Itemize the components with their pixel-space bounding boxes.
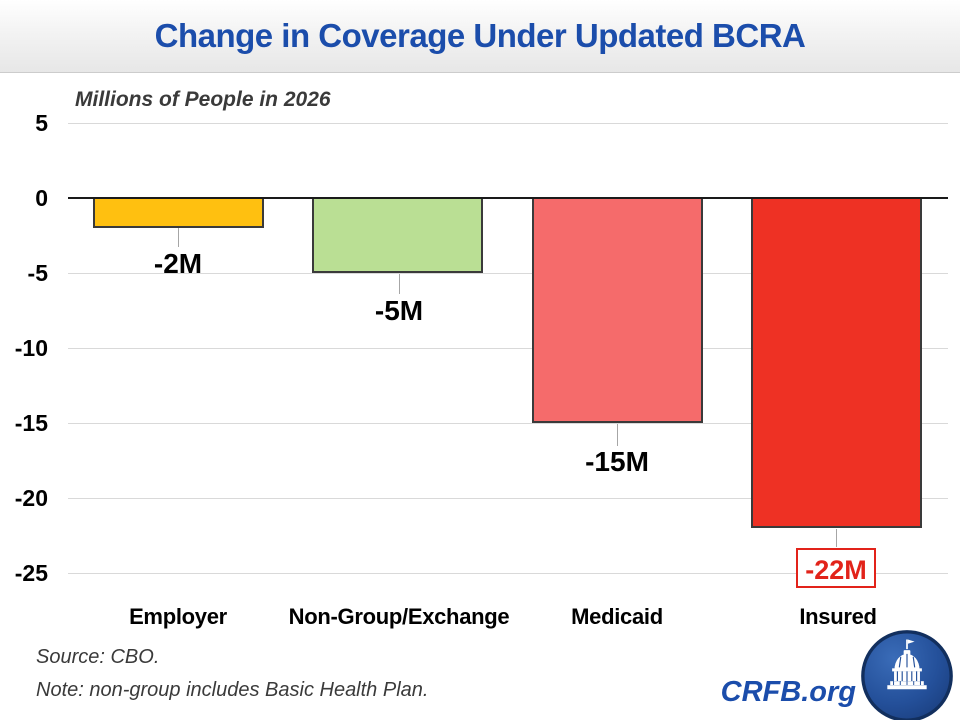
leader-line: [178, 228, 179, 247]
bar-medicaid: [532, 198, 703, 423]
y-tick-label: 0: [35, 185, 48, 211]
gridline-n10: [68, 348, 948, 349]
value-label-non-group: -5M: [374, 295, 424, 326]
chart-subtitle: Millions of People in 2026: [75, 88, 331, 111]
leader-line: [399, 274, 400, 294]
category-label-employer: Employer: [129, 604, 227, 629]
y-tick-label: -25: [14, 560, 48, 586]
y-tick-label: -10: [14, 335, 48, 361]
gridline-n20: [68, 498, 948, 499]
bar-non-group-exchange: [312, 198, 483, 273]
y-tick-label: 5: [35, 110, 48, 136]
leader-line: [617, 424, 618, 446]
gridline-n25: [68, 573, 948, 574]
title-band: Change in Coverage Under Updated BCRA: [0, 0, 960, 73]
category-label-non-group-exchange: Non-Group/Exchange: [288, 604, 510, 629]
note-line: Note: non-group includes Basic Health Pl…: [36, 679, 429, 701]
gridline-n15: [68, 423, 948, 424]
value-label-employer: -2M: [153, 248, 203, 279]
category-label-insured: Insured: [799, 604, 877, 629]
gridline-n5: [68, 273, 948, 274]
category-label-medicaid: Medicaid: [571, 604, 663, 629]
bar-employer: [93, 198, 264, 228]
zero-axis-line: [68, 197, 948, 199]
leader-line: [836, 529, 837, 547]
y-tick-label: -15: [14, 410, 48, 436]
capitol-logo-icon: [860, 629, 954, 720]
y-tick-label: -5: [27, 260, 48, 286]
y-tick-label: -20: [14, 485, 48, 511]
chart-title: Change in Coverage Under Updated BCRA: [154, 17, 806, 54]
source-line: Source: CBO.: [36, 646, 160, 668]
bar-insured: [751, 198, 922, 528]
crfb-brand-text: CRFB.org: [720, 676, 856, 708]
value-label-medicaid: -15M: [585, 446, 649, 477]
gridline-5: [68, 123, 948, 124]
value-label-insured-highlight: -22M: [796, 548, 876, 588]
